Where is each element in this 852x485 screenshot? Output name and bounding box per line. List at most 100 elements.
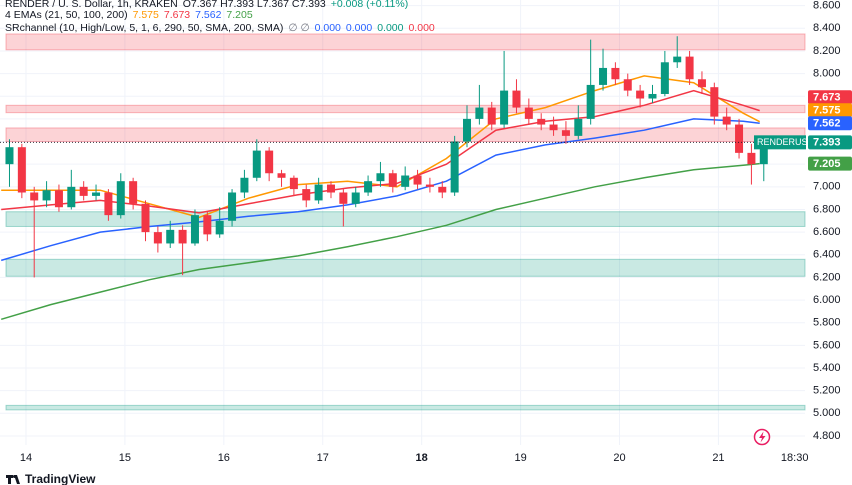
candle-body <box>438 186 447 193</box>
price-tag-label: 7.205 <box>813 158 841 170</box>
candle-body <box>648 93 657 99</box>
candle-body <box>42 190 51 201</box>
y-tick-label: 5.600 <box>813 339 841 351</box>
candle-body <box>512 90 521 108</box>
x-tick-label: 18 <box>416 452 428 464</box>
candle-body <box>401 175 410 187</box>
price-tag <box>808 135 852 150</box>
candle-body <box>92 192 101 196</box>
candle-body <box>722 116 731 125</box>
y-tick-label: 6.400 <box>813 249 841 261</box>
candle-body <box>240 177 249 193</box>
x-tick-label: 17 <box>317 452 329 464</box>
candle-body <box>660 62 669 94</box>
x-tick-label: 20 <box>613 452 625 464</box>
candle-body <box>586 84 595 119</box>
candle-body <box>364 181 373 193</box>
candle-body <box>450 141 459 193</box>
x-tick-label: 14 <box>20 452 32 464</box>
candle-body <box>153 232 162 244</box>
candle-body <box>735 124 744 153</box>
indicator-value: 7.562 <box>195 9 221 21</box>
candle-body <box>500 90 509 125</box>
candle-body <box>697 79 706 88</box>
candle-body <box>252 150 261 178</box>
price-tag-label: 7.562 <box>813 118 841 130</box>
ohlc-values: O7.367 H7.393 L7.367 C7.393 <box>183 0 326 10</box>
indicator-value: 0.000 <box>346 22 372 34</box>
price-tag <box>808 116 852 131</box>
indicator-value: 7.575 <box>133 9 159 21</box>
x-tick-label: 18:30 <box>781 452 809 464</box>
candle-body <box>203 215 212 235</box>
zone <box>5 33 806 51</box>
y-tick-label: 7.000 <box>813 181 841 193</box>
y-tick-label: 5.400 <box>813 362 841 374</box>
indicator-value: 0.000 <box>408 22 434 34</box>
y-tick-label: 8.200 <box>813 45 841 57</box>
candle-body <box>561 130 570 136</box>
candle-body <box>17 147 26 193</box>
candle-body <box>413 175 422 185</box>
candle-body <box>116 181 125 216</box>
symbol-tag <box>754 135 806 150</box>
y-tick-label: 4.800 <box>813 430 841 442</box>
candle-body <box>673 56 682 63</box>
candle-body <box>376 173 385 182</box>
zone <box>5 404 806 411</box>
header-line: SRchannel (10, High/Low, 5, 1, 6, 290, 5… <box>5 22 435 34</box>
candle-body <box>351 192 360 204</box>
candle-body <box>67 186 76 208</box>
candle-body <box>302 189 311 201</box>
candle-body <box>289 177 298 190</box>
y-tick-label: 6.600 <box>813 226 841 238</box>
candle-body <box>178 229 187 244</box>
zone <box>5 211 806 227</box>
candle-body <box>265 150 274 174</box>
plot-area <box>0 0 806 445</box>
candle-body <box>215 220 224 235</box>
indicator-value: 0.000 <box>315 22 341 34</box>
brand-name: TradingView <box>25 472 96 485</box>
lightning-icon[interactable] <box>753 428 771 446</box>
x-tick-label: 19 <box>514 452 526 464</box>
candle-body <box>339 192 348 204</box>
price-tag-label: 7.673 <box>813 92 841 104</box>
y-tick-label: 6.000 <box>813 294 841 306</box>
price-tag <box>808 90 852 105</box>
price-tag-label: 7.575 <box>813 105 841 117</box>
candle-body <box>141 203 150 233</box>
candle-body <box>524 107 533 119</box>
candle-body <box>5 147 14 165</box>
y-tick-label: 5.200 <box>813 385 841 397</box>
indicator-value: ∅ ∅ <box>288 22 309 34</box>
candle-body <box>487 107 496 125</box>
price-tag <box>808 103 852 118</box>
candle-body <box>190 215 199 244</box>
y-tick-label: 5.800 <box>813 317 841 329</box>
candle-body <box>623 79 632 91</box>
zone <box>5 258 806 277</box>
y-tick-label: 5.000 <box>813 407 841 419</box>
candle-body <box>463 118 472 142</box>
candle-body <box>599 67 608 85</box>
candle-body <box>710 87 719 117</box>
candle-body <box>747 152 756 165</box>
legend-header: RENDER / U. S. Dollar, 1h, KRAKEN O7.367 … <box>5 0 435 34</box>
candle-body <box>166 229 175 244</box>
candle-body <box>574 118 583 136</box>
x-tick-label: 16 <box>218 452 230 464</box>
ema-line <box>0 162 760 321</box>
candle-body <box>314 184 323 201</box>
candle-body <box>54 190 63 208</box>
axes: 8.6008.4008.2008.0007.8007.6007.4007.200… <box>20 0 852 464</box>
header-line: RENDER / U. S. Dollar, 1h, KRAKEN O7.367 … <box>5 0 408 10</box>
candle-body <box>30 192 39 201</box>
candle-body <box>388 173 397 187</box>
candle-body <box>611 67 620 80</box>
brand-logo[interactable]: TradingView <box>6 472 96 485</box>
ema-line <box>0 118 760 262</box>
